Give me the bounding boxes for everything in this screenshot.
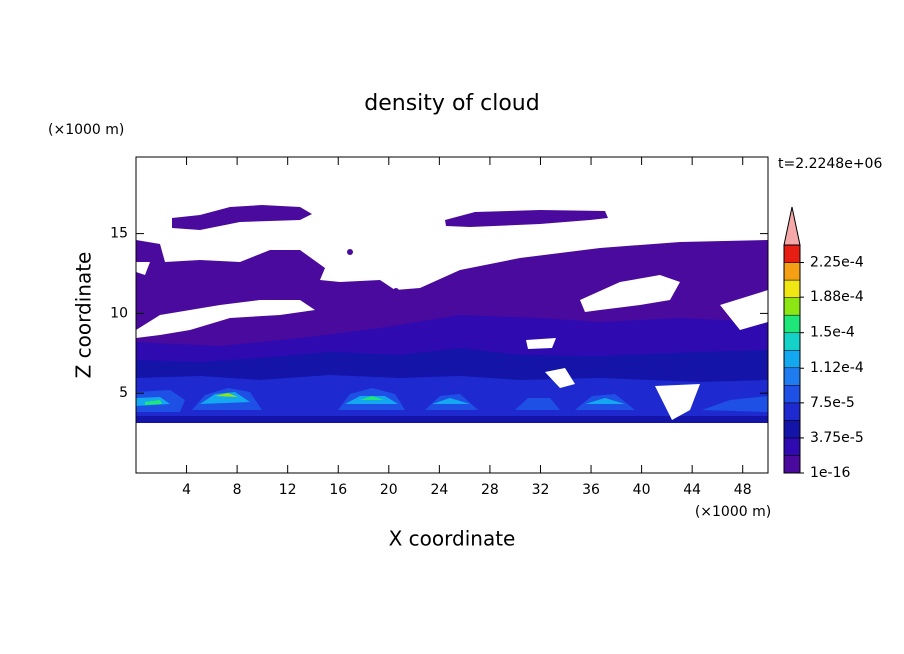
colorbar-swatch [783, 279, 801, 298]
colorbar-swatch [783, 455, 801, 474]
colorbar-tick-label: 2.25e-4 [810, 255, 864, 271]
x-tick-label: 40 [633, 482, 651, 498]
y-tick-label: 5 [119, 385, 128, 401]
colorbar-swatch [783, 244, 801, 263]
x-tick-label: 36 [582, 482, 600, 498]
contour-region [702, 396, 768, 412]
contour-region [585, 398, 625, 404]
gap [580, 275, 680, 312]
colorbar-tick-label: 3.75e-5 [810, 430, 864, 446]
x-tick-label: 16 [329, 482, 347, 498]
colorbar-frame [783, 244, 801, 474]
gap [526, 338, 556, 349]
contour-region [360, 396, 384, 400]
colorbar-swatch [783, 314, 801, 333]
colorbar-swatch [783, 420, 801, 439]
contour-region [515, 398, 560, 410]
gap [136, 262, 150, 275]
contour-region [145, 400, 162, 405]
contour-region [215, 393, 238, 397]
x-tick-label: 12 [279, 482, 297, 498]
colorbar-tick-label: 1e-16 [810, 465, 850, 481]
time-label: t=2.2248e+06 [778, 156, 882, 172]
colorbar-swatch [783, 385, 801, 404]
colorbar-tick-label: 1.5e-4 [810, 325, 855, 341]
x-tick-label: 32 [532, 482, 550, 498]
x-tick-label: 8 [233, 482, 242, 498]
colorbar-swatch [783, 332, 801, 351]
contour-region [347, 249, 353, 255]
x-tick-label: 20 [380, 482, 398, 498]
x-tick-label: 28 [481, 482, 499, 498]
contour-region [432, 398, 470, 404]
contour-region [393, 288, 399, 294]
x-tick-label: 4 [182, 482, 191, 498]
contour-region [445, 210, 608, 227]
colorbar-swatch [783, 437, 801, 456]
x-unit: (×1000 m) [695, 504, 771, 520]
axes: 4 8 12 16 20 24 28 32 36 40 44 48510151e-163.75e-57… [110, 157, 864, 498]
x-tick-label: 48 [734, 482, 752, 498]
contour-region [172, 205, 312, 230]
gap [720, 290, 768, 330]
plot-frame [135, 156, 769, 474]
colorbar-swatch [783, 349, 801, 369]
colorbar-swatch [783, 297, 801, 316]
x-tick-label: 24 [430, 482, 448, 498]
gap [136, 300, 315, 338]
y-unit: (×1000 m) [48, 122, 124, 138]
contour-region [200, 392, 250, 404]
colorbar-tick-label: 1.88e-4 [810, 289, 864, 305]
y-axis-label: Z coordinate [72, 252, 96, 379]
colorbar-extension [783, 206, 801, 246]
contour-field [136, 205, 768, 423]
colorbar-tick-label: 7.5e-5 [810, 395, 855, 411]
colorbar-tick-label: 1.12e-4 [810, 360, 864, 376]
gap [655, 384, 700, 420]
colorbar-swatch [783, 262, 801, 281]
x-tick-label: 44 [683, 482, 701, 498]
gap [545, 368, 575, 388]
y-tick-label: 10 [110, 305, 128, 321]
chart-title: density of cloud [364, 91, 539, 116]
colorbar-swatch [783, 402, 801, 421]
y-tick-label: 15 [110, 226, 128, 242]
colorbar-swatch [783, 367, 801, 386]
x-axis-label: X coordinate [389, 527, 516, 551]
